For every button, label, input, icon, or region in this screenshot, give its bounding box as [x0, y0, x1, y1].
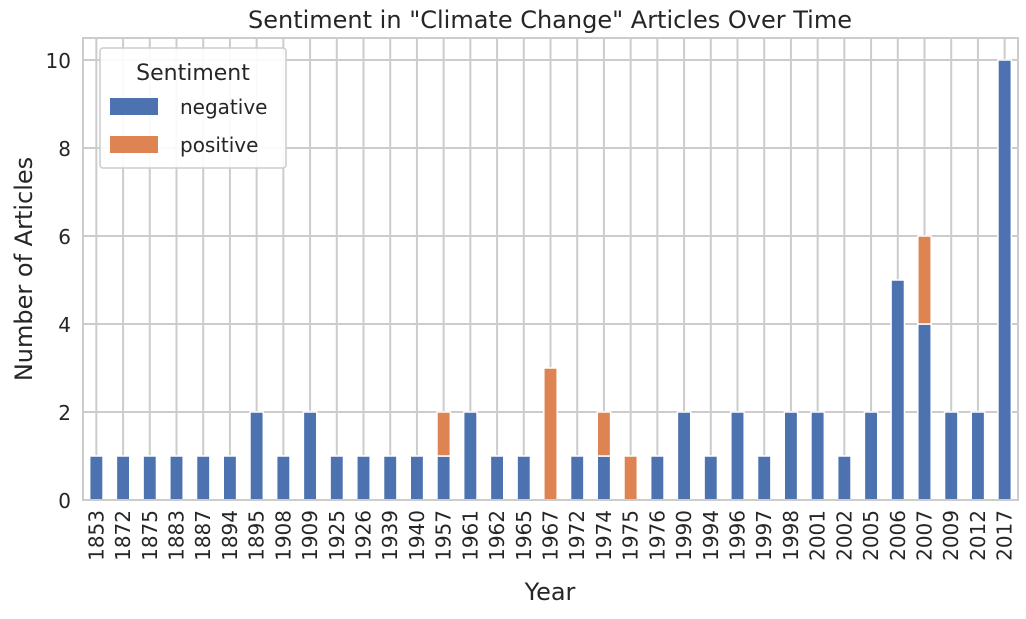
- bar-negative-1895: [249, 411, 265, 501]
- x-tick-label: 1887: [191, 510, 215, 561]
- bar-negative-1976: [649, 455, 665, 501]
- y-tick-label: 4: [58, 313, 71, 337]
- x-tick-label: 1939: [378, 510, 402, 561]
- bar-negative-2005: [863, 411, 879, 501]
- bar-negative-2017: [997, 59, 1013, 501]
- plot-frame: [82, 37, 1019, 501]
- bar-negative-1957: [436, 455, 452, 501]
- bar-positive-1974: [596, 411, 612, 457]
- bar-positive-2007: [917, 235, 932, 325]
- bar-negative-1926: [356, 455, 371, 501]
- x-tick-label: 1894: [218, 510, 242, 561]
- x-tick-label: 1975: [619, 510, 643, 561]
- bar-positive-1957: [436, 411, 452, 457]
- bar-negative-1939: [382, 455, 398, 501]
- chart-title: Sentiment in "Climate Change" Articles O…: [248, 6, 852, 34]
- bar-negative-1997: [756, 455, 772, 501]
- x-tick-label: 1909: [298, 510, 322, 561]
- x-tick-label: 1908: [271, 510, 295, 561]
- x-tick-label: 1940: [405, 510, 429, 561]
- x-tick-label: 1972: [565, 510, 589, 561]
- bar-negative-1965: [516, 455, 532, 501]
- x-tick-label: 1996: [726, 510, 750, 561]
- bar-negative-1940: [409, 455, 425, 501]
- y-axis-label: Number of Articles: [10, 157, 38, 381]
- x-tick-label: 1967: [539, 510, 563, 561]
- x-tick-label: 2005: [859, 510, 883, 561]
- x-tick-label: 1872: [111, 510, 135, 561]
- x-tick-label: 1962: [485, 510, 509, 561]
- y-tick-labels: 0 2 4 6 8 10: [46, 49, 71, 513]
- legend-title: Sentiment: [136, 61, 250, 86]
- bar-negative-1994: [703, 455, 719, 501]
- bar-negative-1961: [462, 411, 478, 501]
- x-tick-label: 1925: [325, 510, 349, 561]
- x-tick-label: 1997: [752, 510, 776, 561]
- bar-positive-1967: [543, 367, 558, 501]
- x-tick-label: 1994: [699, 510, 723, 561]
- bar-negative-1909: [302, 411, 318, 501]
- x-tick-label: 2007: [913, 510, 937, 561]
- x-tick-label: 1875: [138, 510, 162, 561]
- y-tick-label: 10: [46, 49, 71, 73]
- bar-negative-1998: [783, 411, 799, 501]
- x-tick-label: 1974: [592, 510, 616, 561]
- legend-swatch-positive: [110, 136, 158, 153]
- bar-negative-1974: [596, 455, 612, 501]
- bar-negative-1883: [169, 455, 184, 501]
- bar-negative-2012: [970, 411, 986, 501]
- x-tick-label: 2009: [939, 510, 963, 561]
- bar-negative-1990: [676, 411, 692, 501]
- y-tick-label: 2: [58, 401, 71, 425]
- x-tick-label: 1976: [645, 510, 669, 561]
- x-tick-label: 2002: [832, 510, 856, 561]
- x-tick-label: 1990: [672, 510, 696, 561]
- bar-positive-1975: [623, 455, 639, 501]
- bar-negative-1972: [569, 455, 585, 501]
- x-tick-label: 1957: [432, 510, 456, 561]
- x-axis-label: Year: [524, 578, 576, 606]
- bar-negative-1887: [195, 455, 211, 501]
- bar-negative-1996: [730, 411, 745, 501]
- x-tick-label: 1926: [352, 510, 376, 561]
- legend-swatch-negative: [110, 98, 158, 115]
- x-tick-label: 2001: [806, 510, 830, 561]
- y-tick-label: 0: [58, 489, 71, 513]
- x-tick-label: 1883: [165, 510, 189, 561]
- bar-negative-1853: [88, 455, 104, 501]
- y-tick-label: 6: [58, 225, 71, 249]
- y-tick-label: 8: [58, 137, 71, 161]
- x-tick-label: 2012: [966, 510, 990, 561]
- bar-negative-2002: [836, 455, 852, 501]
- x-tick-label: 2006: [886, 510, 910, 561]
- bar-negative-1872: [115, 455, 131, 501]
- x-tick-label: 1998: [779, 510, 803, 561]
- x-tick-label: 1853: [84, 510, 108, 561]
- bar-negative-1894: [222, 455, 238, 501]
- legend-label-positive: positive: [180, 133, 258, 157]
- bar-negative-1925: [329, 455, 345, 501]
- bar-negative-2001: [810, 411, 826, 501]
- legend-label-negative: negative: [180, 95, 267, 119]
- bar-negative-2009: [943, 411, 959, 501]
- bar-negative-2006: [890, 279, 906, 501]
- x-tick-label: 1965: [512, 510, 536, 561]
- bars: [88, 59, 1013, 501]
- bar-negative-1875: [142, 455, 158, 501]
- bar-negative-1962: [489, 455, 505, 501]
- bar-negative-2007: [917, 323, 932, 501]
- x-tick-label: 1961: [458, 510, 482, 561]
- x-tick-label: 2017: [993, 510, 1017, 561]
- bar-negative-1908: [275, 455, 291, 501]
- x-tick-labels: 1853 1872 1875 1883 1887 1894 1895 1908 1909 1925…: [84, 510, 1016, 561]
- legend: Sentiment negative positive: [99, 47, 287, 169]
- x-tick-label: 1895: [245, 510, 269, 561]
